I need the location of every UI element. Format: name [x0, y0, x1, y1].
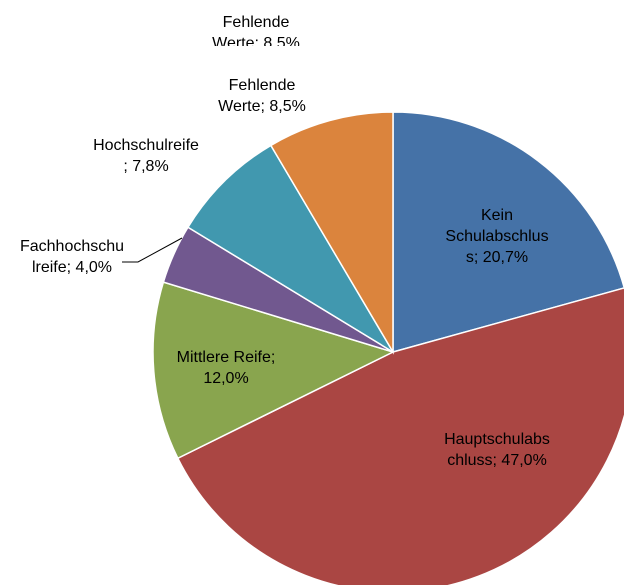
pie-slice: [269, 111, 394, 355]
pie-slice: [176, 287, 624, 585]
clipped-label: Fehlende Werte; 8,5%: [212, 14, 300, 52]
data-label: Hochschulreife; 7,8%: [93, 137, 199, 175]
pie-slice: [152, 281, 396, 460]
data-label: Hauptschulabs chluss; 47,0%: [444, 431, 550, 469]
data-label: Fehlende Werte; 8,5%: [218, 77, 306, 115]
data-label: Kein Schulabschlus s; 20,7%: [445, 207, 548, 266]
data-label: Fehlende Werte; 8,5%: [212, 14, 300, 52]
pie-slice: [392, 111, 624, 353]
leader-line: [122, 237, 183, 263]
data-label: Mittlere Reife; 12,0%: [177, 349, 276, 387]
data-label: Fachhochschu lreife; 4,0%: [20, 238, 124, 276]
pie-slice: [186, 144, 394, 353]
